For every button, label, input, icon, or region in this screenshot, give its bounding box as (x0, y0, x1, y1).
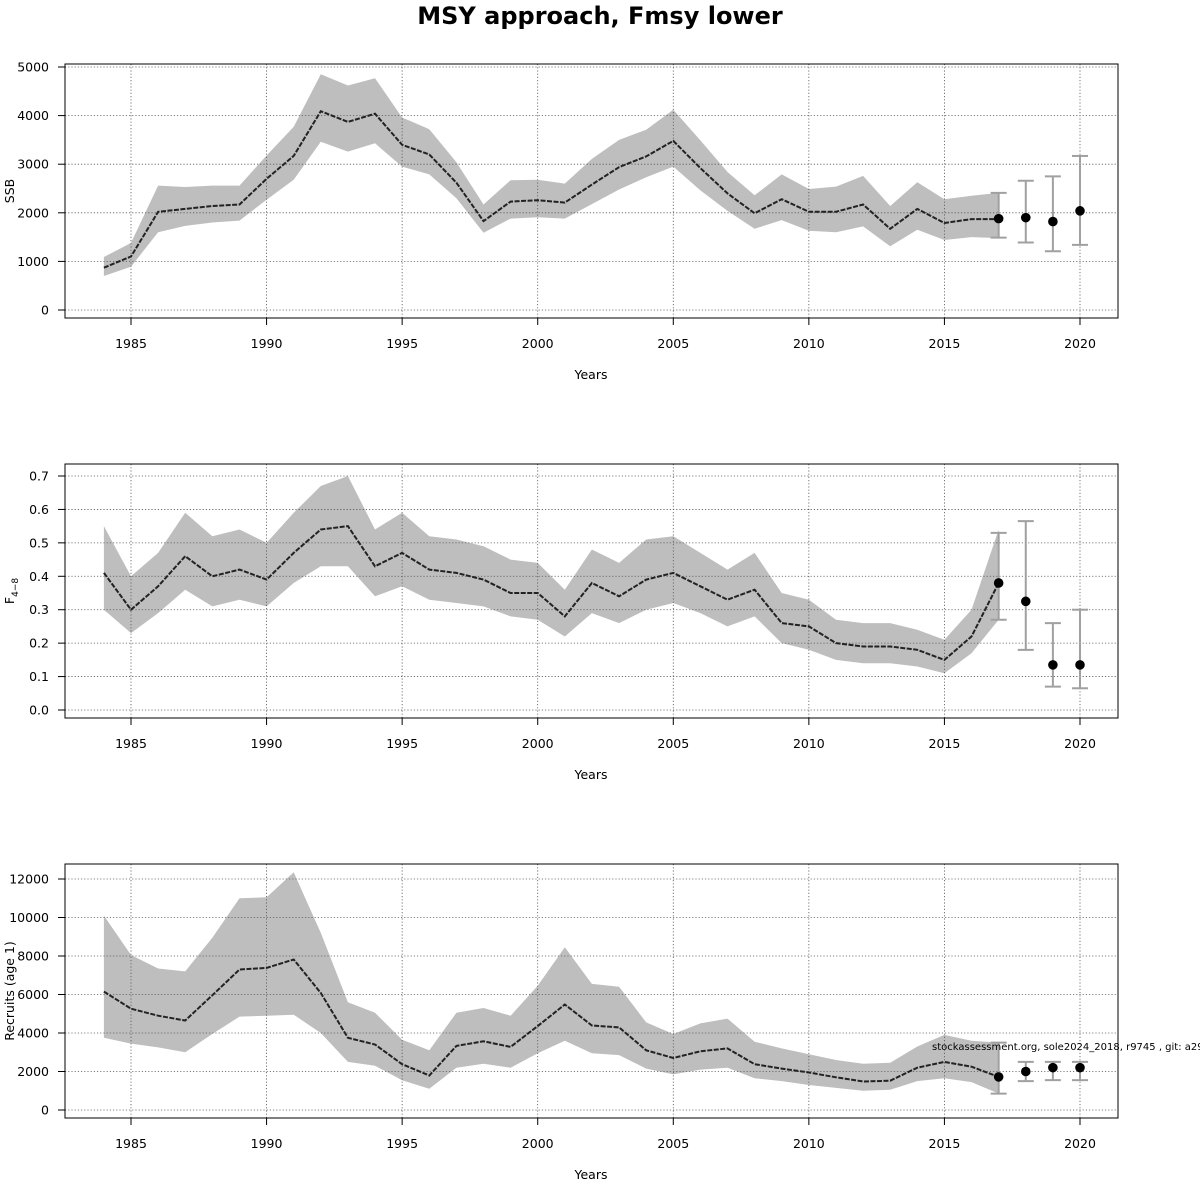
recruits-panel: 1985 1990 1995 2000 2005 2010 2015 2020 0 2000 400… (2, 863, 1119, 1182)
ssb-forecast-point-2018 (1020, 212, 1031, 223)
fbar-estimate-line (103, 525, 1000, 662)
ssb-confidence-band (103, 74, 999, 276)
ssb-xtick-label-2010: 2010 (793, 336, 825, 351)
recruits-ytick-label-2000: 2000 (17, 1064, 49, 1079)
ssb-ytick-label-3000: 3000 (17, 157, 49, 172)
fbar-xtick-label-2015: 2015 (929, 736, 961, 751)
ssb-xtick-label-2020: 2020 (1064, 336, 1096, 351)
fbar-ytick-label-0.7: 0.7 (29, 469, 49, 484)
recruits-xtick-label-1990: 1990 (251, 1136, 283, 1151)
recruits-xtick-label-1995: 1995 (386, 1136, 418, 1151)
ssb-ytick-label-4000: 4000 (17, 108, 49, 123)
recruits-ytick-label-10000: 10000 (9, 910, 49, 925)
fbar-y-axis-label: F4−8 (2, 578, 21, 604)
recruits-xtick-label-2005: 2005 (657, 1136, 689, 1151)
ssb-xtick-label-2005: 2005 (657, 336, 689, 351)
recruits-xtick-label-2015: 2015 (929, 1136, 961, 1151)
ssb-panel: 1985 1990 1995 2000 2005 2010 2015 2020 0 1000 200… (2, 60, 1119, 382)
ssb-xtick-label-2015: 2015 (929, 336, 961, 351)
recruits-xtick-label-2000: 2000 (522, 1136, 554, 1151)
recruits-ytick-label-8000: 8000 (17, 949, 49, 964)
fbar-xtick-label-2005: 2005 (657, 736, 689, 751)
fbar-forecast-point-2018 (1020, 596, 1031, 607)
ssb-forecast-point-2017 (993, 213, 1004, 224)
ssb-ytick-label-0: 0 (41, 303, 49, 318)
fbar-xtick-label-2010: 2010 (793, 736, 825, 751)
fbar-ytick-label-0.6: 0.6 (29, 502, 49, 517)
recruits-forecast-point-2019 (1048, 1062, 1058, 1073)
fbar-forecast-point-2017 (993, 578, 1004, 588)
recruits-forecast-point-2018 (1020, 1066, 1031, 1077)
recruits-confidence-band (103, 872, 999, 1094)
footnote: stockassessment.org, sole2024_2018, r974… (932, 1042, 1200, 1053)
fbar-y-axis-label-subscript: 4−8 (11, 578, 21, 597)
recruits-xtick-label-1985: 1985 (115, 1136, 147, 1151)
fbar-plot-frame (64, 463, 1119, 719)
recruits-ytick-label-6000: 6000 (17, 987, 49, 1002)
ssb-xtick-label-2000: 2000 (522, 336, 554, 351)
ssb-xtick-label-1995: 1995 (386, 336, 418, 351)
recruits-ytick-label-12000: 12000 (9, 872, 49, 887)
recruits-ytick-label-0: 0 (41, 1103, 49, 1118)
ssb-y-axis-label: SSB (2, 179, 17, 203)
fbar-ytick-label-0.3: 0.3 (29, 602, 49, 617)
fbar-panel: 1985 1990 1995 2000 2005 2010 2015 2020 0.0 0.1 0.… (2, 463, 1119, 782)
fbar-ytick-label-0: 0.0 (29, 703, 49, 718)
fbar-forecast-point-2019 (1048, 660, 1058, 670)
ssb-plot-frame (64, 63, 1119, 319)
fbar-xtick-label-1995: 1995 (386, 736, 418, 751)
ssb-ytick-label-5000: 5000 (17, 60, 49, 75)
recruits-xtick-label-2010: 2010 (793, 1136, 825, 1151)
fbar-xtick-label-2000: 2000 (522, 736, 554, 751)
fbar-ytick-label-0.5: 0.5 (29, 535, 49, 550)
chart-title: MSY approach, Fmsy lower (417, 2, 783, 30)
fbar-xtick-label-1990: 1990 (251, 736, 283, 751)
fbar-ytick-label-0.4: 0.4 (29, 569, 49, 584)
fbar-xtick-label-1985: 1985 (115, 736, 147, 751)
fbar-confidence-band (103, 476, 999, 674)
ssb-x-axis-label: Years (574, 367, 608, 382)
ssb-estimate-line (103, 109, 999, 269)
recruits-forecast-point-2020 (1075, 1062, 1085, 1073)
fbar-x-axis-label: Years (574, 767, 608, 782)
recruits-forecast-point-2017 (993, 1072, 1004, 1082)
ssb-forecast-point-2019 (1048, 216, 1058, 227)
fbar-forecast-point-2020 (1075, 660, 1085, 670)
ssb-xtick-label-1990: 1990 (251, 336, 283, 351)
fbar-ytick-label-0.1: 0.1 (29, 669, 49, 684)
ssb-ytick-label-1000: 1000 (17, 254, 49, 269)
recruits-x-axis-label: Years (574, 1167, 608, 1182)
ssb-xtick-label-1985: 1985 (115, 336, 147, 351)
recruits-y-axis-label: Recruits (age 1) (2, 941, 17, 1041)
ssb-forecast-point-2020 (1075, 206, 1085, 216)
fbar-ytick-label-0.2: 0.2 (29, 636, 49, 651)
fbar-xtick-label-2020: 2020 (1064, 736, 1096, 751)
recruits-plot-frame (64, 863, 1119, 1119)
recruits-ytick-label-4000: 4000 (17, 1026, 49, 1041)
ssb-ytick-label-2000: 2000 (17, 205, 49, 220)
recruits-estimate-line (103, 958, 1000, 1083)
recruits-xtick-label-2020: 2020 (1064, 1136, 1096, 1151)
